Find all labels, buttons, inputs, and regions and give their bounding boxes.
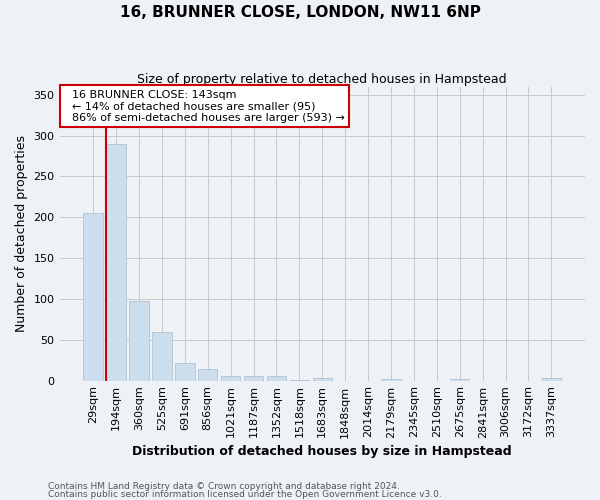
- Bar: [152, 332, 172, 380]
- X-axis label: Distribution of detached houses by size in Hampstead: Distribution of detached houses by size …: [133, 444, 512, 458]
- Y-axis label: Number of detached properties: Number of detached properties: [15, 135, 28, 332]
- Bar: [244, 376, 263, 380]
- Text: Contains HM Land Registry data © Crown copyright and database right 2024.: Contains HM Land Registry data © Crown c…: [48, 482, 400, 491]
- Text: 16 BRUNNER CLOSE: 143sqm
  ← 14% of detached houses are smaller (95)
  86% of se: 16 BRUNNER CLOSE: 143sqm ← 14% of detach…: [65, 90, 344, 123]
- Text: 16, BRUNNER CLOSE, LONDON, NW11 6NP: 16, BRUNNER CLOSE, LONDON, NW11 6NP: [119, 5, 481, 20]
- Bar: [129, 302, 149, 380]
- Text: Contains public sector information licensed under the Open Government Licence v3: Contains public sector information licen…: [48, 490, 442, 499]
- Bar: [381, 379, 401, 380]
- Bar: [221, 376, 241, 380]
- Bar: [106, 144, 126, 380]
- Bar: [542, 378, 561, 380]
- Bar: [198, 369, 217, 380]
- Title: Size of property relative to detached houses in Hampstead: Size of property relative to detached ho…: [137, 72, 507, 86]
- Bar: [175, 364, 194, 380]
- Bar: [313, 378, 332, 380]
- Bar: [450, 379, 469, 380]
- Bar: [83, 213, 103, 380]
- Bar: [267, 376, 286, 380]
